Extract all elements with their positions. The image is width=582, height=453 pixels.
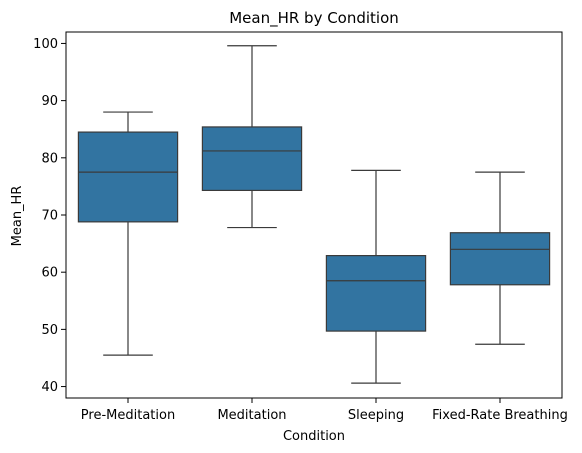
y-tick-label: 100 <box>33 37 58 52</box>
y-tick-label: 90 <box>41 94 58 109</box>
y-tick-label: 50 <box>41 323 58 338</box>
x-tick-label: Pre-Meditation <box>81 408 175 423</box>
plot-frame <box>65 31 563 399</box>
x-axis-label: Condition <box>283 429 345 444</box>
y-tick-label: 60 <box>41 266 58 281</box>
x-tick-label: Meditation <box>217 408 286 423</box>
x-tick-label: Sleeping <box>348 408 404 423</box>
chart-title: Mean_HR by Condition <box>229 9 399 28</box>
box-3 <box>325 255 427 332</box>
y-tick-label: 70 <box>41 209 58 224</box>
box-4 <box>449 232 551 286</box>
box-2 <box>201 126 303 192</box>
x-tick-label: Fixed-Rate Breathing <box>432 408 568 423</box>
y-tick-label: 80 <box>41 151 58 166</box>
y-axis-label: Mean_HR <box>10 186 25 247</box>
box-1 <box>77 131 179 223</box>
y-tick-label: 40 <box>41 380 58 395</box>
plot-area: 40 50 60 70 80 90 100 Pre-Meditation Meditation S… <box>33 31 568 423</box>
